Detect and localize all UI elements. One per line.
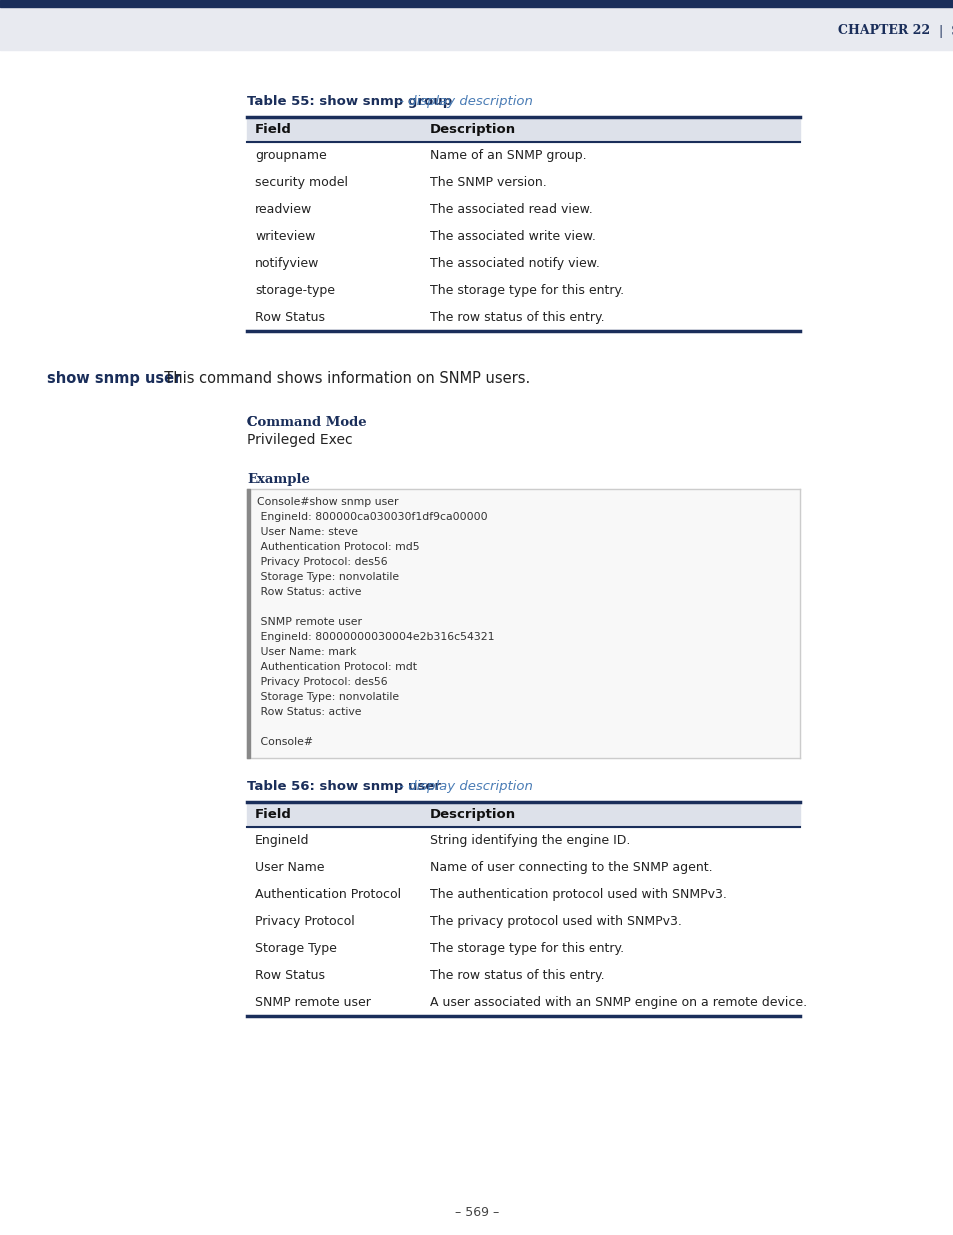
- Text: SNMP remote user: SNMP remote user: [256, 618, 361, 627]
- Text: show snmp user: show snmp user: [47, 370, 181, 387]
- Text: EngineId: 80000000030004e2b316c54321: EngineId: 80000000030004e2b316c54321: [256, 632, 494, 642]
- Bar: [247, 117, 800, 142]
- Text: Row Status: Row Status: [254, 311, 325, 324]
- Text: User Name: User Name: [254, 861, 324, 874]
- Bar: [247, 489, 250, 758]
- Text: – 569 –: – 569 –: [455, 1207, 498, 1219]
- Text: Row Status: Row Status: [254, 969, 325, 982]
- Text: Table 55: show snmp group: Table 55: show snmp group: [247, 95, 452, 107]
- Text: User Name: mark: User Name: mark: [256, 647, 356, 657]
- Text: Privileged Exec: Privileged Exec: [247, 433, 353, 447]
- Text: Table 56: show snmp user: Table 56: show snmp user: [247, 781, 440, 793]
- Text: Storage Type: nonvolatile: Storage Type: nonvolatile: [256, 692, 398, 701]
- Text: The privacy protocol used with SNMPv3.: The privacy protocol used with SNMPv3.: [430, 915, 681, 927]
- Text: Command Mode: Command Mode: [247, 416, 366, 429]
- Text: Authentication Protocol: Authentication Protocol: [254, 888, 400, 902]
- Text: The row status of this entry.: The row status of this entry.: [430, 969, 604, 982]
- Text: Row Status: active: Row Status: active: [256, 706, 361, 718]
- Bar: [0, 0, 953, 7]
- Text: Storage Type: Storage Type: [254, 942, 336, 955]
- Text: Name of an SNMP group.: Name of an SNMP group.: [430, 149, 586, 162]
- Text: readview: readview: [254, 203, 312, 216]
- Text: A user associated with an SNMP engine on a remote device.: A user associated with an SNMP engine on…: [430, 995, 806, 1009]
- Text: Field: Field: [254, 124, 292, 136]
- Text: The storage type for this entry.: The storage type for this entry.: [430, 284, 623, 296]
- Text: - display description: - display description: [395, 95, 533, 107]
- Text: notifyview: notifyview: [254, 257, 319, 270]
- Bar: [247, 489, 800, 758]
- Text: Privacy Protocol: des56: Privacy Protocol: des56: [256, 677, 387, 687]
- Text: EngineId: EngineId: [254, 834, 309, 847]
- Text: The authentication protocol used with SNMPv3.: The authentication protocol used with SN…: [430, 888, 726, 902]
- Text: The associated write view.: The associated write view.: [430, 230, 596, 243]
- Text: Description: Description: [430, 808, 516, 821]
- Text: C: C: [247, 416, 257, 429]
- Text: Name of user connecting to the SNMP agent.: Name of user connecting to the SNMP agen…: [430, 861, 712, 874]
- Text: User Name: steve: User Name: steve: [256, 527, 357, 537]
- Text: The associated read view.: The associated read view.: [430, 203, 592, 216]
- Text: security model: security model: [254, 177, 348, 189]
- Text: The SNMP version.: The SNMP version.: [430, 177, 546, 189]
- Text: Field: Field: [254, 808, 292, 821]
- Text: CHAPTER 22: CHAPTER 22: [837, 25, 929, 37]
- Text: Authentication Protocol: mdt: Authentication Protocol: mdt: [256, 662, 416, 672]
- Text: Authentication Protocol: md5: Authentication Protocol: md5: [256, 542, 419, 552]
- Text: SNMP remote user: SNMP remote user: [254, 995, 371, 1009]
- Text: Privacy Protocol: des56: Privacy Protocol: des56: [256, 557, 387, 567]
- Text: |  SNMP Commands: | SNMP Commands: [930, 25, 953, 37]
- Text: Description: Description: [430, 124, 516, 136]
- Text: String identifying the engine ID.: String identifying the engine ID.: [430, 834, 630, 847]
- Text: Example: Example: [247, 473, 310, 487]
- Text: Row Status: active: Row Status: active: [256, 587, 361, 597]
- Text: This command shows information on SNMP users.: This command shows information on SNMP u…: [154, 370, 530, 387]
- Text: Privacy Protocol: Privacy Protocol: [254, 915, 355, 927]
- Text: Console#: Console#: [256, 737, 313, 747]
- Text: Storage Type: nonvolatile: Storage Type: nonvolatile: [256, 572, 398, 582]
- Text: EngineId: 800000ca030030f1df9ca00000: EngineId: 800000ca030030f1df9ca00000: [256, 513, 487, 522]
- Text: The row status of this entry.: The row status of this entry.: [430, 311, 604, 324]
- Text: groupname: groupname: [254, 149, 327, 162]
- Text: writeview: writeview: [254, 230, 315, 243]
- Bar: [0, 7, 953, 49]
- Text: The associated notify view.: The associated notify view.: [430, 257, 599, 270]
- Text: The storage type for this entry.: The storage type for this entry.: [430, 942, 623, 955]
- Bar: [247, 802, 800, 827]
- Text: - display description: - display description: [395, 781, 533, 793]
- Text: storage-type: storage-type: [254, 284, 335, 296]
- Text: Console#show snmp user: Console#show snmp user: [256, 496, 398, 508]
